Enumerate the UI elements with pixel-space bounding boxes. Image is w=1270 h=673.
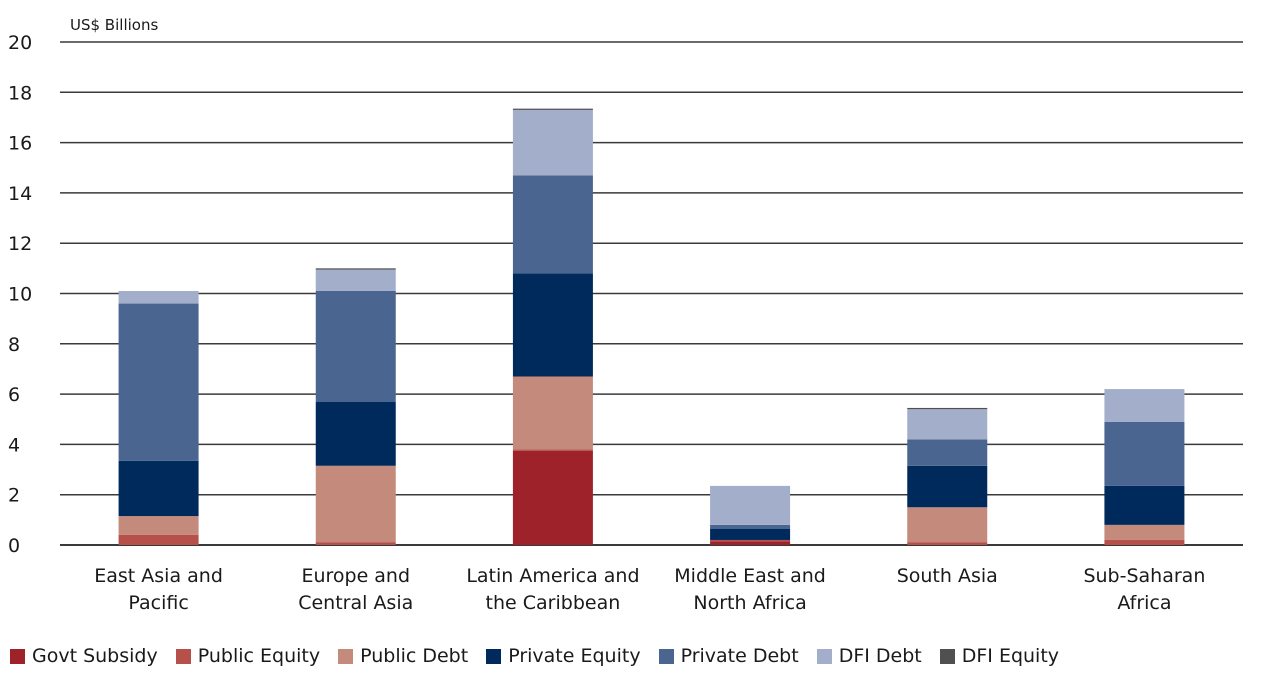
y-tick-label: 8	[8, 334, 20, 356]
legend-item: DFI Debt	[816, 645, 922, 667]
bar-segment	[118, 516, 199, 535]
legend-swatch	[939, 648, 955, 664]
legend-item: Govt Subsidy	[10, 645, 158, 667]
bar-segment	[315, 542, 396, 545]
legend-label: Private Debt	[680, 645, 799, 667]
bar-segment	[1104, 389, 1185, 422]
legend-item: Public Debt	[338, 645, 468, 667]
bar-segment	[710, 541, 791, 545]
bar-segment	[710, 539, 791, 542]
x-axis-labels: East Asia and Pacific Europe and Central As…	[94, 565, 1205, 614]
bar-segment	[118, 460, 199, 517]
y-tick-label: 0	[8, 535, 20, 557]
y-axis-ticks: 0 2 4 6 8 10 12 14 16 18 20	[8, 32, 32, 557]
x-category-label: Sub-Saharan	[1083, 565, 1205, 587]
bar-segment	[315, 401, 396, 466]
legend-item: DFI Equity	[939, 645, 1060, 667]
bar-segment	[512, 376, 593, 450]
bar-segment	[512, 109, 593, 176]
x-category-label: Europe and	[301, 565, 410, 587]
legend-swatch	[338, 648, 354, 664]
legend-item: Private Debt	[658, 645, 799, 667]
legend-label: Private Equity	[508, 645, 641, 667]
x-category-label: Pacific	[128, 592, 188, 614]
y-axis-unit-label: US$ Billions	[70, 16, 158, 34]
bar-segment	[118, 303, 199, 461]
y-tick-label: 4	[8, 434, 20, 456]
x-category-label: the Caribbean	[486, 592, 621, 614]
bar-segment	[907, 439, 988, 466]
stacked-bar-chart: 0 2 4 6 8 10 12 14 16 18 20 US$ Billions East Asia…	[8, 16, 1243, 614]
bar-segment	[1104, 485, 1185, 525]
bar-segment	[907, 507, 988, 543]
y-tick-label: 14	[8, 183, 32, 205]
bar-segment	[118, 290, 199, 304]
legend-swatch	[175, 648, 191, 664]
bar-segment	[512, 273, 593, 377]
x-category-label: Central Asia	[298, 592, 413, 614]
legend-label: Public Equity	[197, 645, 321, 667]
x-category-label: East Asia and	[94, 565, 223, 587]
x-category-label: Latin America and	[466, 565, 639, 587]
y-tick-label: 2	[8, 485, 20, 507]
bar-segment	[710, 524, 791, 529]
legend-swatch	[658, 648, 674, 664]
bar-segment	[512, 108, 593, 110]
bar-segment	[907, 465, 988, 508]
x-category-label: Africa	[1117, 592, 1171, 614]
x-category-label: North Africa	[693, 592, 806, 614]
y-tick-label: 12	[8, 233, 32, 255]
bar-segment	[118, 534, 199, 545]
legend-swatch	[486, 648, 502, 664]
legend-label: DFI Debt	[838, 645, 922, 667]
bar-segment	[710, 485, 791, 525]
legend-label: Public Debt	[360, 645, 469, 667]
bar-segment	[512, 450, 593, 545]
legend-swatch	[816, 648, 832, 664]
bar-segment	[315, 465, 396, 543]
y-tick-label: 18	[8, 82, 32, 104]
bar-segment	[907, 407, 988, 410]
y-tick-label: 6	[8, 384, 20, 406]
x-category-label: Middle East and	[674, 565, 826, 587]
y-tick-label: 10	[8, 284, 32, 306]
y-tick-label: 20	[8, 32, 32, 54]
bar-segment	[315, 268, 396, 270]
bar-segment	[1104, 539, 1185, 545]
bar-segment	[1104, 524, 1185, 540]
bar-segment	[1104, 421, 1185, 486]
bar-segment	[710, 528, 791, 540]
bars	[118, 108, 1185, 545]
bar-segment	[315, 269, 396, 291]
bar-segment	[907, 542, 988, 545]
legend-label: DFI Equity	[961, 645, 1060, 667]
legend: Govt Subsidy Public Equity Public Debt Priv…	[10, 645, 1059, 667]
y-tick-label: 16	[8, 133, 32, 155]
bar-segment	[512, 175, 593, 274]
bar-segment	[512, 449, 593, 451]
gridlines	[60, 41, 1243, 546]
bar-segment	[315, 290, 396, 402]
x-category-label: South Asia	[897, 565, 998, 587]
legend-item: Public Equity	[175, 645, 321, 667]
legend-item: Private Equity	[486, 645, 641, 667]
legend-label: Govt Subsidy	[32, 645, 158, 667]
legend-swatch	[10, 648, 25, 664]
bar-segment	[907, 409, 988, 440]
